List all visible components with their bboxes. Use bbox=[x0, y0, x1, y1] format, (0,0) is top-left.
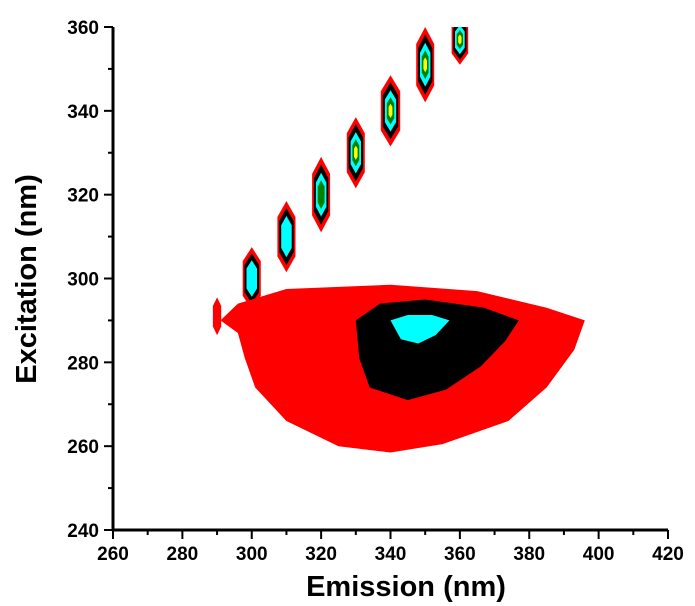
rayleigh-scatter-300-level-3 bbox=[246, 260, 257, 297]
rayleigh-scatter-360-level-5 bbox=[458, 34, 462, 45]
y-tick-label: 240 bbox=[67, 521, 99, 542]
rayleigh-scatter-310-level-3 bbox=[281, 215, 292, 258]
rayleigh-scatter-330-level-5 bbox=[354, 145, 358, 160]
x-tick-label: 280 bbox=[167, 544, 199, 565]
x-tick-label: 320 bbox=[305, 544, 337, 565]
x-tick-label: 260 bbox=[97, 544, 129, 565]
y-tick-label: 340 bbox=[67, 102, 99, 123]
x-tick-label: 300 bbox=[236, 544, 268, 565]
y-tick-label: 260 bbox=[67, 437, 99, 458]
y-tick-label: 300 bbox=[67, 270, 99, 291]
fluorescence-contour-level-3 bbox=[390, 315, 450, 344]
rayleigh-scatter-290-level-1 bbox=[212, 297, 222, 336]
axes: 260 280 300 320 340 360 380 400 4202402602803003… bbox=[67, 18, 684, 565]
y-tick-label: 320 bbox=[67, 186, 99, 207]
x-axis-title: Emission (nm) bbox=[306, 571, 506, 603]
x-tick-label: 400 bbox=[583, 544, 615, 565]
x-tick-label: 360 bbox=[444, 544, 476, 565]
rayleigh-scatter-340-level-5 bbox=[388, 103, 393, 118]
y-tick-label: 280 bbox=[67, 353, 99, 374]
x-tick-label: 380 bbox=[513, 544, 545, 565]
x-tick-label: 340 bbox=[375, 544, 407, 565]
y-tick-label: 360 bbox=[67, 18, 99, 39]
rayleigh-scatter-320-level-4 bbox=[317, 180, 325, 209]
y-axis-title: Excitation (nm) bbox=[11, 174, 43, 383]
x-tick-label: 420 bbox=[652, 544, 684, 565]
rayleigh-scatter-350-level-5 bbox=[423, 57, 427, 73]
plot-area bbox=[212, 27, 585, 453]
